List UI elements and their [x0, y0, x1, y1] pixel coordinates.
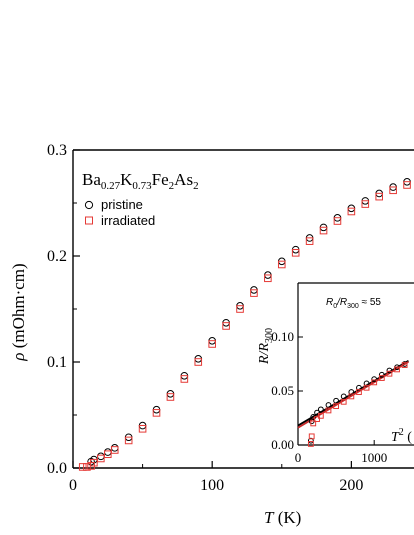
- main-irradiated-point-14: [222, 322, 230, 330]
- inset-x-axis-title: T2 (: [391, 427, 412, 445]
- main-irradiated-point-10: [166, 393, 175, 401]
- inset-ratio-annotation: R0/R300 ≈ 55: [326, 297, 381, 310]
- inset-ticks: 0 1000 0.00 0.05 0.10: [271, 329, 387, 465]
- inset-pristine-point-5: [325, 402, 332, 408]
- inset-pristine-point-6: [333, 397, 339, 404]
- chart-title: Ba0.27K0.73Fe2As2: [82, 170, 199, 192]
- inset-irradiated-point-5: [325, 407, 332, 414]
- inset-irradiated-point-11: [371, 379, 378, 386]
- main-irradiated-point-8: [138, 424, 147, 433]
- inset-series: [297, 359, 409, 447]
- y-axis-title: ρ (mOhm·cm): [9, 263, 28, 361]
- main-irradiated-point-22: [333, 217, 342, 225]
- inset-irradiated-point-0: [307, 441, 314, 447]
- main-irradiated-point-19: [291, 249, 300, 257]
- main-pristine-point-3: [103, 448, 112, 456]
- inset-irradiated-point-2: [310, 420, 317, 427]
- inset-irradiated-point-1: [308, 433, 315, 440]
- main-irradiated-point-20: [305, 237, 314, 245]
- main-irradiated-point-15: [236, 305, 244, 313]
- y-tick-label-3: 0.3: [47, 142, 67, 159]
- main-irradiated-point-3: [90, 458, 98, 467]
- main-pristine-point-2: [97, 452, 105, 461]
- main-irradiated-point-24: [361, 200, 370, 208]
- inset-irradiated-point-12: [378, 375, 385, 381]
- main-irradiated-point-17: [264, 274, 272, 283]
- inset-irradiated-point-10: [363, 384, 370, 391]
- main-irradiated-point-25: [375, 192, 384, 201]
- inset-y-tick-label-0: 0.00: [271, 437, 294, 452]
- legend-marker-irradiated: [85, 216, 93, 225]
- inset-irradiated-point-9: [356, 389, 362, 395]
- main-irradiated-point-5: [103, 450, 112, 459]
- inset-y-tick-label-2: 0.10: [271, 329, 294, 344]
- inset-irradiated-point-3: [314, 416, 320, 422]
- main-irradiated-point-7: [124, 436, 133, 445]
- main-irradiated-point-16: [250, 289, 258, 297]
- x-tick-label-1: 100: [200, 477, 224, 494]
- inset-pristine-point-4: [317, 406, 324, 413]
- x-tick-label-2: 200: [339, 477, 363, 494]
- main-irradiated-point-1: [83, 463, 91, 471]
- inset-irradiated-point-8: [348, 393, 355, 400]
- inset-chart: 0 1000 0.00 0.05 0.10 R0/R300 ≈ 55 T2 ( R/R3…: [257, 282, 414, 465]
- main-irradiated-point-12: [194, 358, 203, 366]
- inset-y-tick-label-1: 0.05: [271, 383, 294, 398]
- inset-pristine-point-7: [340, 393, 347, 400]
- main-irradiated-point-23: [347, 207, 356, 216]
- inset-pristine-point-12: [378, 371, 385, 378]
- x-axis-title: T (K): [264, 508, 301, 527]
- inset-irradiated-point-14: [394, 366, 400, 373]
- main-ticks: 0 100 200 0.0 0.1 0.2 0.3: [47, 142, 363, 494]
- legend-label-pristine: pristine: [101, 197, 143, 212]
- inset-irradiated-point-13: [386, 370, 393, 377]
- inset-background: [298, 283, 414, 445]
- main-irradiated-point-18: [277, 260, 286, 269]
- inset-x-tick-label-0: 0: [295, 450, 302, 465]
- main-irradiated-point-21: [319, 226, 328, 235]
- main-irradiated-point-26: [389, 186, 397, 195]
- legend-marker-pristine: [84, 200, 94, 210]
- y-tick-label-1: 0.1: [47, 354, 67, 371]
- y-tick-label-2: 0.2: [47, 248, 67, 265]
- inset-irradiated-point-15: [401, 362, 408, 368]
- inset-irradiated-point-7: [340, 398, 347, 405]
- main-irradiated-point-11: [180, 375, 189, 383]
- legend: pristine irradiated: [84, 197, 155, 228]
- x-tick-label-0: 0: [69, 477, 77, 494]
- y-tick-label-0: 0.0: [47, 460, 67, 477]
- main-pristine-point-4: [110, 444, 119, 452]
- inset-x-tick-label-1: 1000: [361, 450, 387, 465]
- inset-irradiated-point-6: [333, 403, 339, 410]
- legend-label-irradiated: irradiated: [101, 213, 155, 228]
- inset-irradiated-point-4: [317, 412, 324, 419]
- inset-y-axis-title: R/R300: [257, 328, 275, 365]
- main-irradiated-point-13: [208, 340, 216, 348]
- main-irradiated-point-9: [152, 409, 161, 417]
- main-series: [78, 178, 411, 471]
- main-irradiated-point-0: [78, 463, 87, 471]
- inset-pristine-point-13: [386, 367, 393, 374]
- main-irradiated-point-6: [110, 446, 119, 454]
- main-irradiated-point-4: [97, 454, 105, 463]
- main-irradiated-point-27: [403, 181, 411, 189]
- inset-pristine-point-3: [314, 409, 320, 416]
- inset-pristine-point-11: [371, 376, 378, 383]
